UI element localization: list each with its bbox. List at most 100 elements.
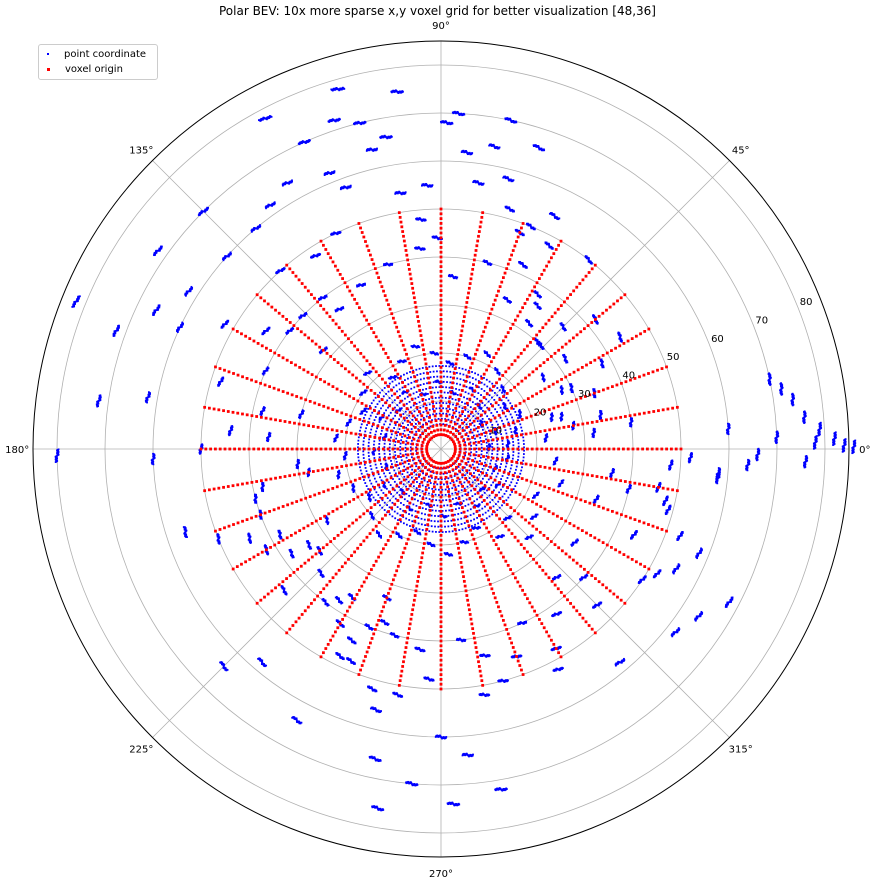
point-coordinate-dot [508,516,510,519]
point-coordinate-dot [350,662,353,664]
point-coordinate-dot [539,295,541,298]
point-coordinate-dot [484,351,487,354]
point-coordinate-dot [559,646,562,649]
point-coordinate-dot [533,515,536,518]
point-coordinate-dot [394,192,397,195]
point-coordinate-dot [502,176,505,179]
point-coordinate-dot [458,803,461,806]
point-coordinate-dot [458,405,461,408]
point-coordinate-dot [488,654,491,657]
point-coordinate-dot [529,517,532,520]
point-coordinate-dot [697,552,700,555]
point-coordinate-dot [756,457,759,460]
point-coordinate-dot [73,301,76,303]
point-coordinate-dot [418,217,421,219]
point-coordinate-dot [481,468,484,470]
point-coordinate-dot [496,467,498,470]
point-coordinate-dot [458,478,461,481]
point-coordinate-dot [461,640,464,643]
point-coordinate-dot [560,385,563,387]
point-coordinate-dot [414,784,417,787]
point-coordinate-dot [659,570,662,573]
point-coordinate-dot [564,356,567,358]
point-coordinate-dot [455,111,458,114]
point-coordinate-dot [225,255,227,258]
point-coordinate-dot [671,462,674,464]
point-coordinate-dot [376,530,378,532]
point-coordinate-dot [319,551,322,554]
point-coordinate-dot [398,408,401,411]
point-coordinate-dot [479,489,482,492]
point-coordinate-dot [305,311,308,314]
point-coordinate-dot [586,257,589,260]
point-coordinate-dot [400,488,403,491]
point-coordinate-dot [310,255,313,258]
point-coordinate-dot [181,322,184,325]
point-coordinate-dot [448,402,451,405]
point-coordinate-dot [571,542,574,545]
point-coordinate-dot [725,603,727,606]
point-coordinate-dot [539,342,542,345]
point-coordinate-dot [490,263,493,266]
point-coordinate-dot [424,485,427,488]
point-coordinate-dot [157,304,160,307]
point-coordinate-dot [635,531,638,534]
point-coordinate-dot [541,372,544,375]
point-coordinate-dot [489,444,491,447]
point-coordinate-dot [281,269,284,272]
point-coordinate-dot [700,548,702,551]
point-coordinate-dot [462,112,465,115]
point-coordinate-dot [594,430,597,433]
point-coordinate-dot [224,668,227,670]
point-coordinate-dot [152,311,155,314]
point-coordinate-dot [333,437,336,440]
point-coordinate-dot [363,410,366,412]
point-coordinate-dot [485,352,487,354]
point-coordinate-dot [432,408,434,410]
point-coordinate-dot [324,599,327,602]
point-coordinate-dot [419,462,422,465]
point-coordinate-dot [259,413,262,416]
point-coordinate-dot [479,460,481,462]
point-coordinate-dot [483,475,486,477]
point-coordinate-dot [820,427,823,429]
point-coordinate-dot [559,322,562,325]
point-coordinate-dot [468,438,471,441]
point-coordinate-dot [310,256,312,259]
point-coordinate-dot [455,468,457,470]
point-coordinate-dot [316,546,319,549]
point-coordinate-dot [562,479,565,482]
point-coordinate-dot [460,541,463,544]
point-coordinate-dot [654,575,657,577]
point-coordinate-dot [655,572,658,575]
point-coordinate-dot [756,455,759,458]
point-coordinate-dot [474,441,477,443]
point-coordinate-dot [341,656,344,659]
point-coordinate-dot [474,417,477,420]
point-coordinate-dot [378,442,381,445]
point-coordinate-dot [701,612,704,614]
point-coordinate-dot [386,598,389,601]
point-coordinate-dot [287,329,290,332]
point-coordinate-dot [445,412,448,415]
point-coordinate-dot [673,568,676,570]
point-coordinate-dot [335,597,338,600]
point-coordinate-dot [663,503,666,506]
grid-layer [33,41,849,857]
point-coordinate-dot [371,452,374,455]
point-coordinate-dot [458,411,461,414]
point-coordinate-dot [563,353,566,356]
point-coordinate-dot [146,401,148,404]
point-coordinate-dot [428,498,431,500]
point-coordinate-dot [275,271,278,273]
point-coordinate-dot [466,471,469,474]
point-coordinate-dot [486,655,489,658]
point-coordinate-dot [391,430,394,432]
point-coordinate-dot [592,314,595,316]
point-coordinate-dot [540,342,543,345]
point-coordinate-dot [582,576,585,579]
point-coordinate-dot [546,435,549,438]
point-coordinate-dot [370,513,373,516]
point-coordinate-dot [768,373,771,376]
point-coordinate-dot [400,90,403,93]
